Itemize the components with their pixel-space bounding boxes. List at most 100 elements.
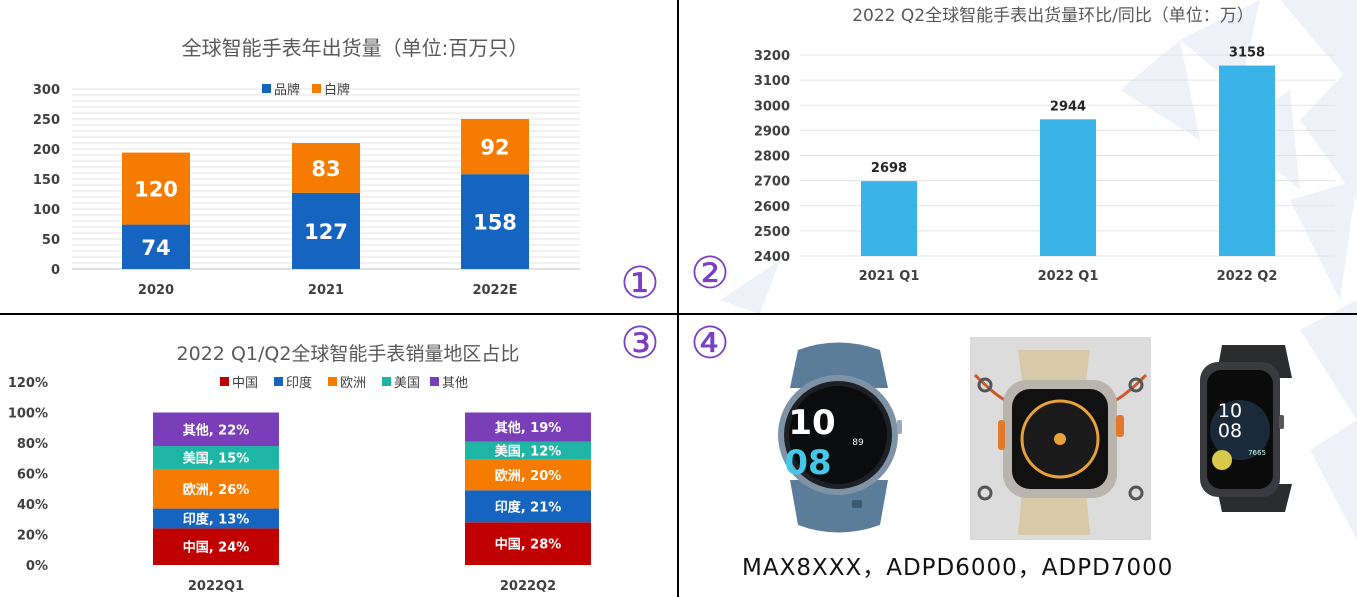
- legend-swatch: [312, 84, 321, 93]
- y-tick-label: 250: [33, 113, 60, 128]
- chart-title: 2022 Q1/Q2全球智能手表销量地区占比: [177, 343, 520, 365]
- y-tick-label: 3200: [754, 49, 790, 64]
- data-label: 74: [141, 236, 170, 260]
- background-triangle: [1310, 420, 1357, 540]
- y-tick-label: 100%: [8, 407, 48, 422]
- chart-title: 全球智能手表年出货量（单位:百万只）: [182, 36, 529, 60]
- y-tick-label: 20%: [17, 529, 48, 544]
- watch-face-small: 89: [852, 438, 864, 448]
- legend-label: 品牌: [274, 82, 300, 98]
- y-tick-label: 0: [51, 263, 60, 278]
- data-label: 127: [304, 220, 348, 244]
- legend-swatch: [382, 377, 391, 386]
- panel-marker-1: ①: [620, 258, 659, 309]
- panel-marker-3: ③: [620, 318, 659, 369]
- data-label: 欧洲, 26%: [183, 482, 250, 498]
- bar-segment-europe: [465, 459, 591, 491]
- data-label: 美国, 12%: [495, 444, 562, 460]
- y-tick-label: 2900: [754, 124, 790, 139]
- legend-label: 美国: [394, 376, 420, 391]
- background-triangle: [1290, 180, 1357, 300]
- bar-segment-india: [153, 508, 279, 529]
- legend-swatch: [430, 377, 439, 386]
- data-label: 美国, 15%: [183, 450, 250, 466]
- watch-face-hours: 10: [788, 403, 835, 443]
- bar-segment-other: [465, 412, 591, 442]
- legend-label: 欧洲: [340, 376, 366, 391]
- data-label: 中国, 24%: [183, 540, 250, 556]
- y-tick-label: 300: [33, 83, 60, 98]
- data-label: 其他, 22%: [183, 422, 250, 438]
- watch-face-small: 7665: [1248, 449, 1266, 457]
- bar-segment-usa: [153, 446, 279, 469]
- y-tick-label: 2700: [754, 175, 790, 190]
- watch-face-minutes: 08: [1218, 420, 1242, 442]
- rugged-smartwatch-titanium: [970, 337, 1151, 540]
- x-tick-label: 2022 Q2: [1217, 269, 1278, 284]
- data-label: 其他, 19%: [495, 420, 562, 436]
- background-triangle: [1280, 0, 1357, 90]
- bar-brand: [292, 192, 360, 269]
- y-tick-label: 120%: [8, 376, 48, 391]
- x-tick-label: 2021 Q1: [859, 269, 920, 284]
- x-tick-label: 2022Q1: [188, 579, 244, 594]
- bar-segment-europe: [153, 468, 279, 509]
- legend-label: 中国: [232, 376, 258, 391]
- annual-shipment-chart: 全球智能手表年出货量（单位:百万只） 0 50 100 150 200 250 300 74…: [33, 36, 580, 298]
- bar-segment-china: [465, 522, 591, 565]
- y-tick-label: 3000: [754, 99, 790, 114]
- data-label: 158: [473, 211, 517, 235]
- data-label: 印度, 21%: [495, 499, 562, 515]
- data-label: 中国, 28%: [495, 537, 562, 553]
- y-tick-label: 2600: [754, 200, 790, 215]
- data-label: 83: [311, 157, 340, 181]
- watch-face-minutes: 08: [784, 443, 831, 483]
- chart-title: 2022 Q2全球智能手表出货量环比/同比（单位：万）: [852, 6, 1254, 26]
- y-tick-label: 200: [33, 143, 60, 158]
- qoq-shipment-chart: 2022 Q2全球智能手表出货量环比/同比（单位：万） 2400 2500 2600…: [754, 6, 1335, 284]
- bar-whitelabel: [292, 143, 360, 193]
- bar-whitelabel: [461, 119, 529, 175]
- bar-segment-other: [153, 412, 279, 447]
- sensor-caption: MAX8XXX，ADPD6000，ADPD7000: [742, 555, 1174, 581]
- background-triangle: [1120, 40, 1200, 140]
- y-tick-label: 0%: [26, 559, 48, 574]
- x-tick-label: 2020: [138, 283, 174, 298]
- data-label: 2698: [871, 161, 907, 176]
- y-tick-label: 2800: [754, 150, 790, 165]
- background-triangle: [720, 260, 780, 314]
- watch-face-hours: 10: [1218, 400, 1242, 422]
- data-label: 欧洲, 20%: [495, 468, 562, 484]
- x-tick-label: 2022 Q1: [1038, 269, 1099, 284]
- rectangular-smartwatch-black: 10 08 7665: [1200, 345, 1292, 512]
- x-tick-label: 2022E: [472, 283, 517, 298]
- y-tick-label: 100: [33, 203, 60, 218]
- regional-share-chart: 2022 Q1/Q2全球智能手表销量地区占比 0% 20% 40% 60% 80% 100…: [8, 343, 591, 594]
- data-label: 印度, 13%: [183, 511, 250, 527]
- legend-swatch: [220, 377, 229, 386]
- x-tick-label: 2022Q2: [500, 579, 556, 594]
- y-tick-label: 2500: [754, 225, 790, 240]
- y-tick-label: 50: [42, 233, 60, 248]
- y-tick-label: 60%: [17, 468, 48, 483]
- legend-label: 印度: [286, 375, 312, 391]
- x-tick-label: 2021: [308, 283, 344, 298]
- data-label: 120: [134, 178, 178, 202]
- bar-whitelabel: [122, 152, 190, 225]
- legend-label: 其他: [442, 376, 468, 391]
- y-tick-label: 2400: [754, 250, 790, 265]
- data-label: 92: [480, 136, 509, 160]
- bar-segment-india: [465, 490, 591, 523]
- y-tick-label: 3100: [754, 74, 790, 89]
- data-label: 2944: [1050, 99, 1086, 114]
- panel-marker-4: ④: [690, 318, 729, 369]
- bar-brand: [122, 224, 190, 269]
- bar-segment-china: [153, 528, 279, 565]
- y-tick-label: 80%: [17, 437, 48, 452]
- round-smartwatch-blue: 10 08 89: [778, 342, 902, 533]
- bar-shipment: [861, 181, 917, 256]
- data-label: 3158: [1229, 46, 1265, 61]
- panel-marker-2: ②: [690, 248, 729, 299]
- legend-swatch: [262, 84, 271, 93]
